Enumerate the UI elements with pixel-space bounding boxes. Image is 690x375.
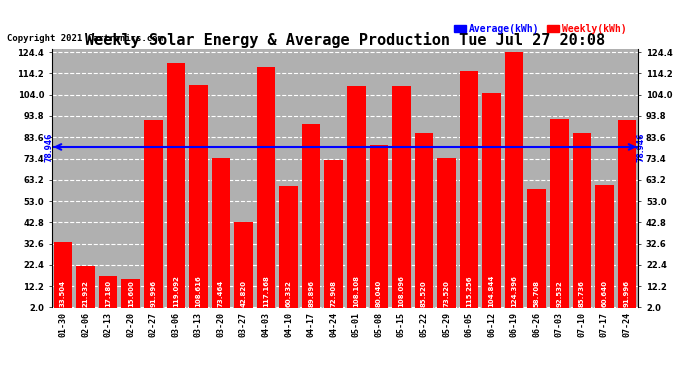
Text: 117.168: 117.168 [263,275,269,307]
Text: 80.040: 80.040 [376,280,382,307]
Text: 115.256: 115.256 [466,275,472,307]
Text: 58.708: 58.708 [534,280,540,307]
Text: 73.520: 73.520 [444,280,449,307]
Text: Copyright 2021 Cartronics.com: Copyright 2021 Cartronics.com [7,34,163,43]
Bar [573,133,591,308]
Bar [482,93,501,308]
Text: 91.996: 91.996 [150,280,156,307]
Text: 17.180: 17.180 [105,280,111,307]
Bar [77,266,95,308]
Bar [505,52,524,308]
Bar [189,85,208,308]
Text: 33.504: 33.504 [60,280,66,307]
Bar [595,185,613,308]
Text: 89.896: 89.896 [308,280,314,307]
Text: 60.332: 60.332 [286,280,292,307]
Bar [347,86,366,308]
Bar [550,118,569,308]
Bar [99,276,117,308]
Text: 104.844: 104.844 [489,274,495,307]
Text: 92.532: 92.532 [556,280,562,307]
Text: 60.640: 60.640 [602,280,607,307]
Text: 73.464: 73.464 [218,280,224,307]
Bar [415,133,433,308]
Text: 85.520: 85.520 [421,280,427,307]
Text: 72.908: 72.908 [331,280,337,307]
Text: 78.946: 78.946 [45,132,54,162]
Text: 91.996: 91.996 [624,280,630,307]
Text: 108.616: 108.616 [195,275,201,307]
Bar [279,186,298,308]
Bar [460,71,478,308]
Text: 78.946: 78.946 [636,132,645,162]
Text: 108.096: 108.096 [398,275,404,307]
Bar [54,242,72,308]
Bar [324,159,343,308]
Text: 21.932: 21.932 [83,280,88,307]
Text: 42.820: 42.820 [241,280,246,307]
Legend: Average(kWh), Weekly(kWh): Average(kWh), Weekly(kWh) [451,20,631,38]
Bar [166,63,185,308]
Bar [370,145,388,308]
Bar [618,120,636,308]
Bar [257,67,275,308]
Text: 124.396: 124.396 [511,275,518,307]
Bar [234,222,253,308]
Text: 15.600: 15.600 [128,280,134,307]
Bar [527,189,546,308]
Bar [392,86,411,308]
Bar [121,279,140,308]
Text: 108.108: 108.108 [353,275,359,307]
Bar [437,158,456,308]
Bar [212,158,230,308]
Title: Weekly Solar Energy & Average Production Tue Jul 27 20:08: Weekly Solar Energy & Average Production… [85,32,605,48]
Text: 85.736: 85.736 [579,280,585,307]
Bar [302,124,320,308]
Bar [144,120,163,308]
Text: 119.092: 119.092 [172,275,179,307]
